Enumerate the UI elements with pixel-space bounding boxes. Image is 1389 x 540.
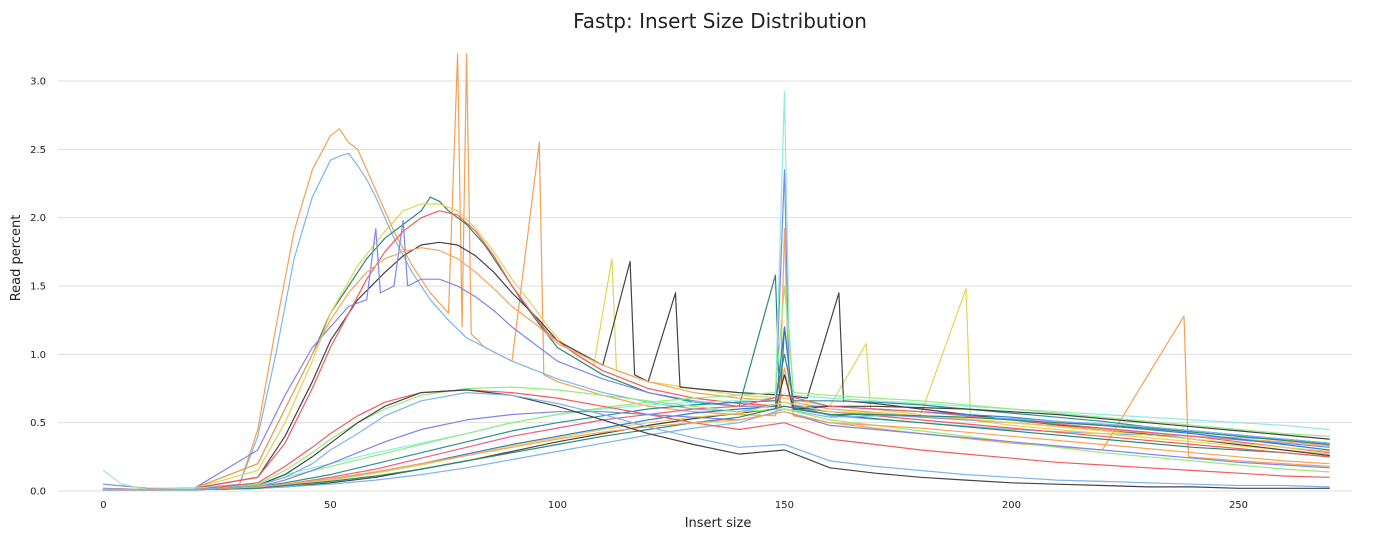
series-line-9: [102, 91, 1330, 491]
series-line-14: [102, 394, 1330, 491]
y-tick-label: 2.5: [30, 145, 46, 156]
chart-title: Fastp: Insert Size Distribution: [573, 9, 867, 33]
x-tick-label: 0: [100, 500, 106, 511]
x-tick-label: 200: [1002, 500, 1021, 511]
x-tick-label: 50: [324, 500, 337, 511]
x-tick-label: 250: [1229, 500, 1248, 511]
y-tick-label: 0.5: [30, 418, 46, 429]
x-tick-label: 100: [548, 500, 567, 511]
x-tick-label: 150: [775, 500, 794, 511]
y-tick-label: 0.0: [30, 487, 46, 498]
series-line-3: [102, 196, 1330, 491]
y-tick-label: 2.0: [30, 213, 46, 224]
x-axis-label: Insert size: [685, 516, 752, 531]
series-line-1: [102, 53, 1330, 491]
series-line-17: [102, 386, 1330, 491]
series-line-4: [102, 203, 1330, 491]
series-line-15: [102, 401, 1330, 491]
series-line-20: [102, 405, 1330, 491]
series-line-16: [102, 408, 1330, 491]
series-line-21: [102, 411, 1330, 491]
y-tick-label: 3.0: [30, 77, 46, 88]
y-axis-ticks: 0.0 0.5 1.0 1.5 2.0 2.5 3.0: [30, 77, 46, 498]
y-tick-label: 1.5: [30, 282, 46, 293]
y-axis-label: Read percent: [9, 215, 24, 302]
gridlines: [58, 80, 1352, 492]
x-axis-ticks: 0 50 100 150 200 250: [100, 500, 1248, 511]
series-line-5: [102, 241, 1330, 491]
series-line-6: [102, 210, 1330, 491]
series-line-22: [102, 389, 1330, 491]
series-line-23: [102, 392, 1330, 491]
series-lines: [102, 53, 1330, 491]
series-line-12: [102, 353, 1330, 491]
series-line-10: [102, 285, 1330, 491]
series-line-19: [102, 411, 1330, 491]
y-tick-label: 1.0: [30, 350, 46, 361]
